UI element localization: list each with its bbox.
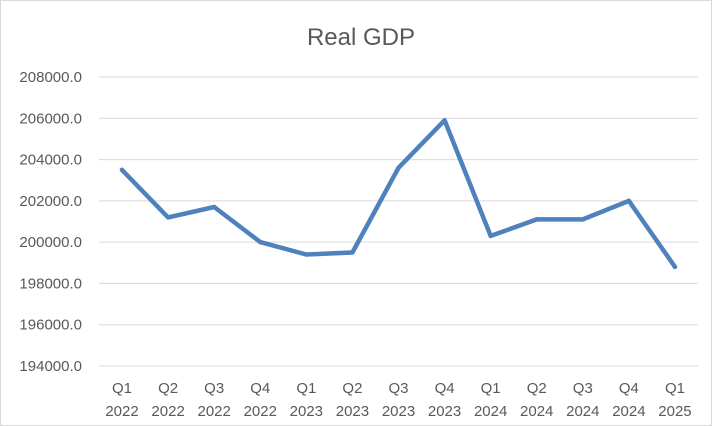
x-tick-quarter-label: Q1 <box>665 380 685 397</box>
x-tick-quarter-label: Q1 <box>296 380 316 397</box>
x-tick-quarter-label: Q3 <box>204 380 224 397</box>
x-tick-quarter-label: Q2 <box>527 380 547 397</box>
data-point <box>304 252 309 257</box>
y-tick-label: 206000.0 <box>19 110 82 127</box>
data-point <box>211 204 217 210</box>
x-tick-year-label: 2022 <box>105 403 138 420</box>
x-tick-quarter-label: Q3 <box>573 380 593 397</box>
x-tick-year-label: 2023 <box>382 403 415 420</box>
x-tick-quarter-label: Q1 <box>481 380 501 397</box>
x-tick-year-label: 2024 <box>612 403 645 420</box>
x-tick-year-label: 2024 <box>474 403 507 420</box>
x-axis-ticks: Q1 2022 Q2 2022 Q3 2022 Q4 2022 Q1 2023 Q2 2023 Q3 20… <box>105 380 691 420</box>
y-tick-label: 198000.0 <box>19 275 82 292</box>
x-tick-year-label: 2024 <box>520 403 553 420</box>
data-point <box>672 264 678 270</box>
data-point <box>488 233 493 239</box>
x-tick-year-label: 2022 <box>198 403 231 420</box>
x-tick-quarter-label: Q4 <box>250 380 270 397</box>
x-tick-year-label: 2023 <box>336 403 369 420</box>
x-tick-quarter-label: Q2 <box>158 380 178 397</box>
data-point <box>534 217 539 222</box>
series-layer <box>119 118 678 270</box>
y-tick-label: 202000.0 <box>19 193 82 210</box>
y-tick-label: 204000.0 <box>19 152 82 169</box>
x-tick-quarter-label: Q1 <box>112 380 132 397</box>
y-tick-label: 194000.0 <box>19 358 82 375</box>
gridlines <box>99 76 698 367</box>
series-line-0 <box>119 118 678 270</box>
x-tick-year-label: 2023 <box>428 403 461 420</box>
data-point <box>350 250 355 255</box>
y-tick-label: 196000.0 <box>19 317 82 334</box>
data-point <box>626 198 632 204</box>
data-point <box>119 167 125 173</box>
data-point <box>396 165 401 171</box>
x-tick-year-label: 2022 <box>151 403 184 420</box>
x-tick-quarter-label: Q4 <box>619 380 639 397</box>
x-tick-quarter-label: Q2 <box>342 380 362 397</box>
x-tick-year-label: 2024 <box>566 403 599 420</box>
data-point <box>165 215 171 220</box>
x-tick-year-label: 2022 <box>244 403 277 420</box>
x-tick-year-label: 2025 <box>658 403 691 420</box>
x-tick-year-label: 2023 <box>290 403 323 420</box>
x-tick-quarter-label: Q4 <box>435 380 455 397</box>
data-point <box>580 217 586 222</box>
data-point <box>442 118 447 123</box>
data-point <box>258 239 263 245</box>
y-tick-label: 208000.0 <box>19 69 82 86</box>
x-tick-quarter-label: Q3 <box>388 380 408 397</box>
chart-title: Real GDP <box>307 24 415 51</box>
y-axis-ticks: 194000.0 196000.0 198000.0 200000.0 202000.0… <box>19 69 82 375</box>
y-tick-label: 200000.0 <box>19 234 82 251</box>
